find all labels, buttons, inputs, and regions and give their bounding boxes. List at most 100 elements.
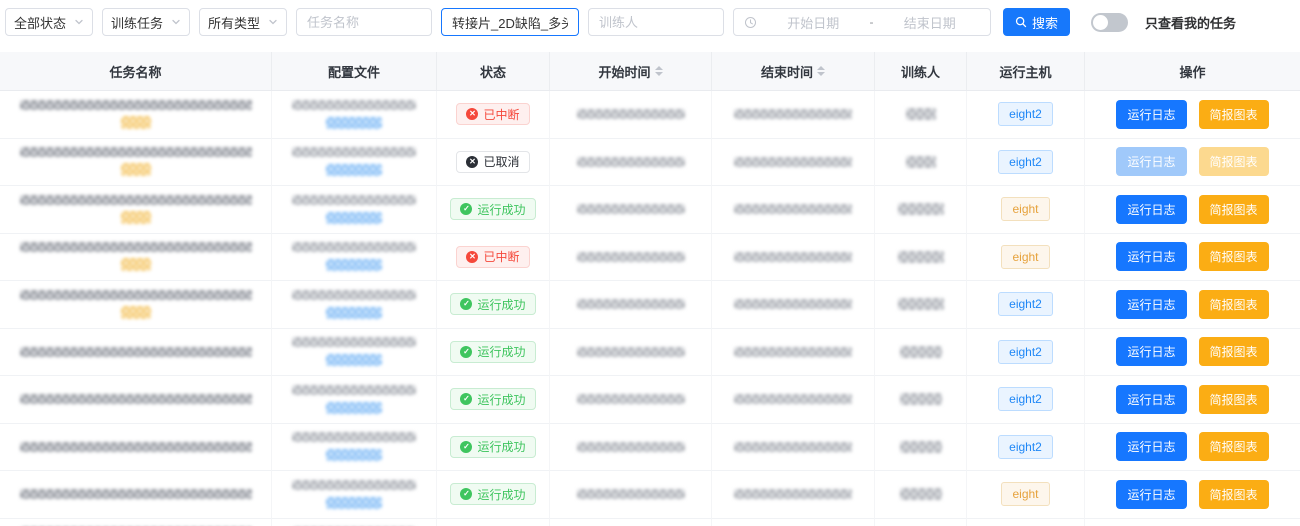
redacted-start-time: [576, 441, 685, 452]
redacted-trainer: [905, 155, 936, 168]
config-file-cell: [272, 328, 437, 376]
run-log-button[interactable]: 运行日志: [1116, 432, 1187, 462]
status-cell: ✕ 已中断: [437, 91, 550, 139]
config-file-link[interactable]: [326, 401, 382, 414]
status-cell: ✓ 运行成功: [437, 281, 550, 329]
actions-cell: 运行日志 简报图表: [1085, 376, 1300, 424]
status-cell: [437, 518, 550, 526]
status-label: 运行成功: [477, 440, 526, 455]
end-date-placeholder[interactable]: 结束日期: [903, 15, 956, 31]
config-file-link[interactable]: [326, 306, 382, 319]
run-log-button[interactable]: 运行日志: [1116, 289, 1187, 319]
task-name-input[interactable]: [296, 8, 432, 36]
host-badge: eight2: [998, 292, 1053, 317]
report-chart-button[interactable]: 简报图表: [1198, 242, 1269, 272]
report-chart-button[interactable]: 简报图表: [1198, 289, 1269, 319]
redacted-start-time: [576, 489, 685, 500]
config-file-cell: [272, 518, 437, 526]
start-time-cell: [550, 281, 712, 329]
config-file-cell: [272, 91, 437, 139]
action-buttons: 运行日志 简报图表: [1110, 337, 1274, 367]
status-cell: ✓ 运行成功: [437, 423, 550, 471]
config-file-link[interactable]: [326, 354, 382, 367]
run-log-button[interactable]: 运行日志: [1116, 479, 1187, 509]
config-file-link[interactable]: [326, 259, 382, 272]
status-badge: ✓ 运行成功: [450, 198, 536, 221]
column-header[interactable]: 开始时间: [550, 52, 712, 90]
redacted-config-name: [292, 194, 416, 205]
report-chart-button[interactable]: 简报图表: [1198, 99, 1269, 129]
check-circle-icon: ✓: [460, 345, 473, 358]
action-buttons: 运行日志 简报图表: [1110, 384, 1274, 414]
run-log-button[interactable]: 运行日志: [1116, 194, 1187, 224]
redacted-config-name: [292, 384, 416, 395]
redacted-task-name: [19, 194, 252, 205]
report-chart-button[interactable]: 简报图表: [1198, 479, 1269, 509]
report-chart-button: 简报图表: [1198, 147, 1269, 177]
start-time-cell: [550, 376, 712, 424]
config-file-cell: [272, 471, 437, 519]
trainer-cell: [875, 91, 967, 139]
redacted-config-name: [292, 99, 416, 110]
redacted-task-tag: [120, 258, 151, 272]
my-tasks-toggle[interactable]: [1091, 12, 1129, 32]
report-chart-button[interactable]: 简报图表: [1198, 384, 1269, 414]
end-time-cell: [712, 328, 875, 376]
status-cell: ✓ 运行成功: [437, 471, 550, 519]
sort-icon[interactable]: [817, 66, 825, 76]
column-header: 运行主机: [967, 52, 1085, 90]
sort-icon[interactable]: [654, 66, 663, 76]
report-chart-button[interactable]: 简报图表: [1198, 432, 1269, 462]
run-log-button[interactable]: 运行日志: [1116, 337, 1187, 367]
category-filter-select[interactable]: 所有类型: [199, 8, 287, 36]
config-file-link[interactable]: [326, 211, 382, 224]
host-cell: eight2: [967, 328, 1085, 376]
config-file-link[interactable]: [326, 116, 382, 129]
trainer-input[interactable]: [588, 8, 724, 36]
column-header: 训练人: [875, 52, 967, 90]
run-log-button[interactable]: 运行日志: [1116, 384, 1187, 414]
run-log-button[interactable]: 运行日志: [1116, 242, 1187, 272]
model-search-input[interactable]: [441, 8, 579, 36]
filter-bar: 全部状态 训练任务 所有类型 开始日期 - 结束日期 搜索 只查看我的任务: [0, 0, 1300, 44]
trainer-cell: [875, 518, 967, 526]
task-name-cell: [0, 423, 272, 471]
config-file-link[interactable]: [326, 164, 382, 177]
task-type-filter-select[interactable]: 训练任务: [102, 8, 190, 36]
actions-cell: 运行日志 简报图表: [1085, 281, 1300, 329]
report-chart-button[interactable]: 简报图表: [1198, 194, 1269, 224]
column-header: 操作: [1085, 52, 1300, 90]
date-range-picker[interactable]: 开始日期 - 结束日期: [733, 8, 991, 36]
config-file-cell: [272, 186, 437, 234]
column-header: 配置文件: [272, 52, 437, 90]
status-cell: ✕ 已中断: [437, 233, 550, 281]
column-header[interactable]: 结束时间: [712, 52, 875, 90]
config-file-cell: [272, 233, 437, 281]
start-time-cell: [550, 471, 712, 519]
category-filter-value: 所有类型: [208, 15, 261, 31]
task-name-cell: [0, 471, 272, 519]
task-type-filter-value: 训练任务: [111, 15, 164, 31]
column-header-label: 结束时间: [760, 64, 813, 80]
search-button[interactable]: 搜索: [1003, 8, 1071, 36]
host-badge: eight2: [998, 102, 1053, 127]
config-file-link[interactable]: [326, 496, 382, 509]
redacted-config-name: [292, 479, 416, 490]
actions-cell: 运行日志 简报图表: [1085, 91, 1300, 139]
status-badge: ✕ 已取消: [456, 150, 530, 173]
check-circle-icon: ✓: [460, 203, 473, 216]
task-name-cell: [0, 281, 272, 329]
redacted-task-name: [19, 394, 252, 405]
status-cell: ✕ 已取消: [437, 138, 550, 186]
redacted-end-time: [734, 394, 852, 405]
report-chart-button[interactable]: 简报图表: [1198, 337, 1269, 367]
run-log-button[interactable]: 运行日志: [1116, 99, 1187, 129]
start-date-placeholder[interactable]: 开始日期: [787, 15, 840, 31]
start-time-cell: [550, 423, 712, 471]
status-filter-select[interactable]: 全部状态: [5, 8, 93, 36]
status-badge: ✓ 运行成功: [450, 483, 536, 506]
host-badge: eight: [1001, 482, 1050, 507]
config-file-link[interactable]: [326, 449, 382, 462]
host-badge: eight: [1001, 244, 1050, 269]
table-row: ✕ 已取消 eight2 运行日志 简报图表: [0, 138, 1300, 186]
